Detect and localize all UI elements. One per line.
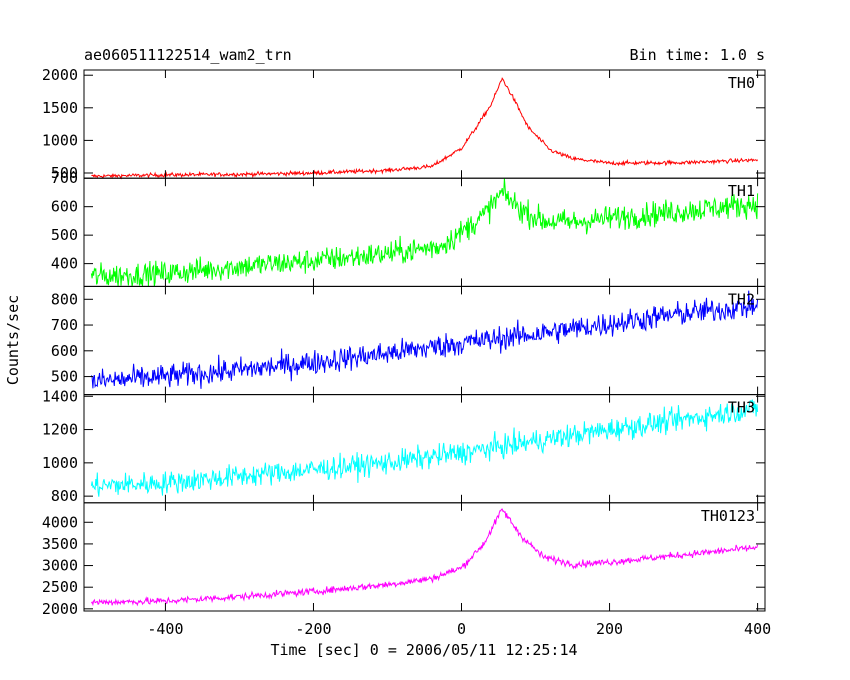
panel-label: TH1 bbox=[728, 182, 755, 200]
y-tick-label: 2000 bbox=[42, 600, 78, 618]
y-tick-label: 1000 bbox=[42, 131, 78, 149]
series-line-th0123 bbox=[90, 508, 759, 607]
y-tick-label: 1400 bbox=[42, 387, 78, 405]
chart-title: ae060511122514_wam2_trn bbox=[84, 46, 292, 64]
y-tick-label: 3500 bbox=[42, 535, 78, 553]
bin-time-label: Bin time: 1.0 s bbox=[630, 46, 765, 64]
x-tick-label: 400 bbox=[744, 620, 771, 638]
panel-label: TH3 bbox=[728, 399, 755, 417]
y-tick-label: 500 bbox=[51, 164, 78, 182]
y-tick-label: 3000 bbox=[42, 557, 78, 575]
panel-frame-th0 bbox=[83, 69, 766, 179]
y-tick-label: 2500 bbox=[42, 578, 78, 596]
panel-label: TH2 bbox=[728, 290, 755, 308]
y-tick-label: 800 bbox=[51, 487, 78, 505]
y-tick-label: 700 bbox=[51, 316, 78, 334]
series-line-th1 bbox=[90, 178, 759, 287]
x-tick-label: 200 bbox=[596, 620, 623, 638]
series-line-th0 bbox=[91, 77, 759, 180]
panel-frame-th0123 bbox=[83, 502, 766, 612]
y-tick-label: 1200 bbox=[42, 421, 78, 439]
x-tick-label: -400 bbox=[147, 620, 183, 638]
series-line-th2 bbox=[90, 290, 759, 389]
series-line-th3 bbox=[90, 399, 759, 497]
y-tick-label: 1000 bbox=[42, 454, 78, 472]
panel-label: TH0123 bbox=[701, 507, 755, 525]
y-tick-label: 600 bbox=[51, 342, 78, 360]
x-tick-label: 0 bbox=[457, 620, 466, 638]
x-axis-label: Time [sec] 0 = 2006/05/11 12:25:14 bbox=[270, 641, 577, 659]
y-tick-label: 700 bbox=[51, 169, 78, 187]
panel-label: TH0 bbox=[728, 74, 755, 92]
y-tick-label: 2000 bbox=[42, 66, 78, 84]
y-tick-label: 400 bbox=[51, 255, 78, 273]
y-tick-label: 600 bbox=[51, 198, 78, 216]
y-tick-label: 800 bbox=[51, 290, 78, 308]
y-axis-label: Counts/sec bbox=[4, 295, 22, 385]
y-tick-label: 500 bbox=[51, 368, 78, 386]
y-tick-label: 500 bbox=[51, 226, 78, 244]
x-tick-label: -200 bbox=[295, 620, 331, 638]
panel-frame-th2 bbox=[83, 285, 766, 396]
y-tick-label: 4000 bbox=[42, 513, 78, 531]
y-tick-label: 1500 bbox=[42, 99, 78, 117]
